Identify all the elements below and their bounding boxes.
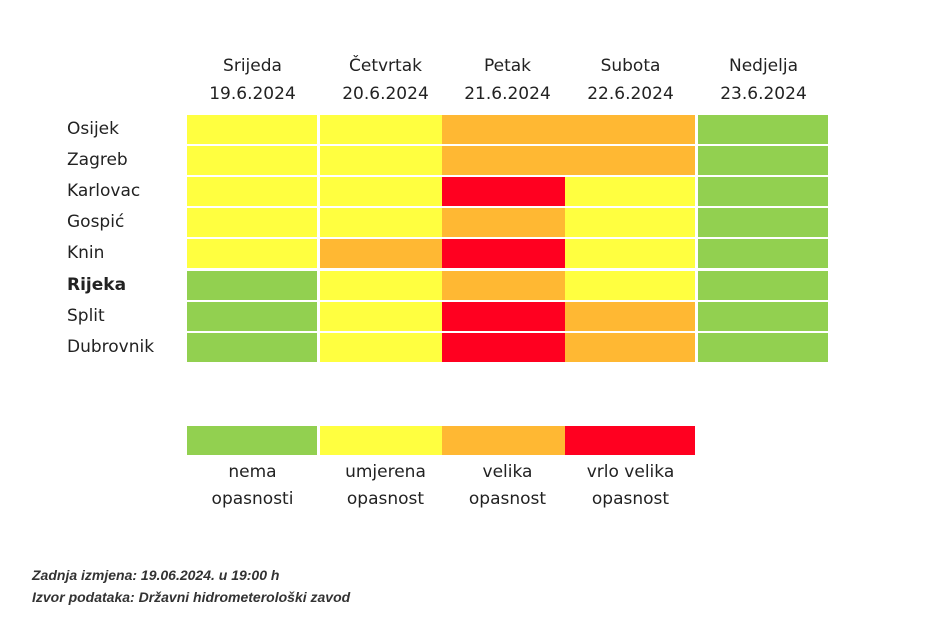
city-label: Zagreb — [67, 150, 128, 171]
day-date: 19.6.2024 — [209, 84, 296, 104]
heatmap-cell — [698, 239, 828, 269]
legend-swatch — [442, 426, 572, 455]
day-header-1: Srijeda 19.6.2024 — [187, 52, 318, 108]
heatmap-cell — [698, 332, 828, 362]
heatmap-cell — [320, 239, 450, 269]
day-name: Petak — [483, 56, 532, 76]
day-header-3: Petak 21.6.2024 — [442, 52, 573, 108]
city-label: Gospić — [67, 212, 125, 233]
heatmap-cell — [565, 332, 695, 362]
heatmap-cell — [565, 208, 695, 238]
heatmap-cell — [698, 146, 828, 176]
heatmap-cell — [565, 177, 695, 207]
heatmap-cell — [320, 301, 450, 331]
day-date: 20.6.2024 — [342, 84, 429, 104]
heatmap-cell — [187, 115, 317, 144]
heatmap-cell — [320, 115, 450, 144]
legend-label: umjerena opasnost — [320, 459, 451, 513]
heatmap-cell — [442, 332, 572, 362]
legend-label-line: opasnost — [468, 489, 547, 509]
day-date: 22.6.2024 — [587, 84, 674, 104]
legend-label: nema opasnosti — [187, 459, 318, 513]
legend-label: vrlo velika opasnost — [565, 459, 696, 513]
city-label: Rijeka — [67, 274, 127, 295]
legend-label-line: opasnost — [591, 489, 670, 509]
day-header-2: Četvrtak 20.6.2024 — [320, 52, 451, 108]
heatmap-cell — [442, 301, 572, 331]
heatmap-cell — [187, 301, 317, 331]
legend-label-line: vrlo velika — [586, 462, 675, 482]
heatmap-cell — [187, 177, 317, 207]
heatmap-cell — [187, 146, 317, 176]
legend-swatch — [320, 426, 450, 455]
legend-label: velika opasnost — [442, 459, 573, 513]
heatmap-cell — [565, 301, 695, 331]
heatmap-cell — [442, 208, 572, 238]
heatmap-cell — [187, 208, 317, 238]
heatmap-cell — [187, 239, 317, 269]
heatmap-cell — [442, 177, 572, 207]
heatmap-cell — [698, 301, 828, 331]
city-label: Split — [67, 305, 105, 326]
heatmap-cell — [698, 115, 828, 144]
legend-label-line: nema — [228, 462, 277, 482]
city-label: Osijek — [67, 119, 119, 139]
city-label: Karlovac — [67, 181, 141, 202]
legend-label-line: velika — [482, 462, 533, 482]
city-label: Knin — [67, 243, 105, 264]
legend-label-line: opasnosti — [211, 489, 294, 509]
day-name: Srijeda — [223, 56, 282, 76]
heatmap-cell — [565, 115, 695, 144]
heatmap-cell — [565, 146, 695, 176]
heatmap-cell — [320, 177, 450, 207]
heatmap-cell — [565, 270, 695, 300]
legend-swatch — [565, 426, 695, 455]
legend-label-line: umjerena — [345, 462, 426, 482]
heatmap-cell — [442, 115, 572, 144]
heatmap-cell — [442, 239, 572, 269]
data-source-note: Izvor podataka: Državni hidrometerološki… — [32, 589, 351, 605]
legend-swatch — [187, 426, 317, 455]
day-date: 21.6.2024 — [464, 84, 551, 104]
day-date: 23.6.2024 — [720, 84, 807, 104]
day-header-4: Subota 22.6.2024 — [565, 52, 696, 108]
heatmap-cell — [698, 177, 828, 207]
heatmap-cell — [565, 239, 695, 269]
heatmap-cell — [442, 146, 572, 176]
heatmap-cell — [320, 146, 450, 176]
heatmap-cell — [698, 208, 828, 238]
heatmap-cell — [320, 208, 450, 238]
last-change-note: Zadnja izmjena: 19.06.2024. u 19:00 h — [32, 567, 280, 583]
day-name: Nedjelja — [728, 56, 798, 76]
heatmap-cell — [187, 270, 317, 300]
heatmap-cell — [698, 270, 828, 300]
heatmap-cell — [187, 332, 317, 362]
day-name: Subota — [600, 56, 661, 76]
city-label: Dubrovnik — [67, 336, 155, 357]
day-name: Četvrtak — [349, 56, 422, 76]
day-header-5: Nedjelja 23.6.2024 — [698, 52, 829, 108]
heatmap-cell — [320, 270, 450, 300]
heatmap-cell — [320, 332, 450, 362]
heatmap-cell — [442, 270, 572, 300]
legend-label-line: opasnost — [346, 489, 425, 509]
